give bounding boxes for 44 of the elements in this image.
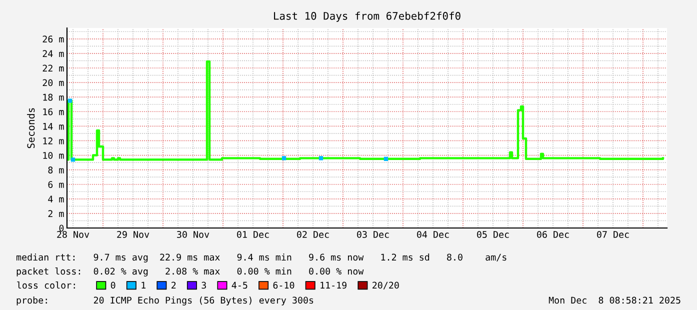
y-tick-label: 16 m (43, 108, 64, 116)
y-tick-label: 10 m (43, 152, 64, 159)
x-tick-label: 05 Dec (477, 230, 509, 238)
point (384, 156, 388, 161)
x-tick-label: 07 Dec (597, 230, 629, 238)
y-tick-label: 2 m (48, 210, 64, 217)
text: probe: 20 ICMP Echo Pings (56 Bytes) every 300s (16, 296, 314, 306)
y-tick-label: 18 m (43, 94, 64, 101)
x-tick-label: 29 Nov (117, 230, 150, 238)
y-tick-label: 22 m (42, 64, 64, 72)
x-tick-label: 06 Dec (537, 230, 569, 238)
x-tick-label: 03 Dec (357, 230, 389, 238)
text: median rtt: 9.7 ms avg 22.9 ms max 9.4 ms min 9.6 ms now 1.2 ms sd 8.0 am/s (16, 254, 506, 262)
y-tick-label: 20 m (42, 79, 64, 86)
y-tick-label: 26 m (42, 36, 64, 43)
legend-label: 1 (142, 282, 146, 289)
y-tick-label: 6 m (48, 181, 64, 188)
text: Mon Dec 8 08:58:21 2025 (548, 296, 680, 304)
legend-label: 6-10 (273, 282, 294, 289)
y-tick-label: 8 m (48, 166, 64, 174)
point (68, 98, 72, 103)
legend-title: loss color: (17, 282, 75, 289)
chart-title: Last 10 Days from 67ebebf2f0f0 (274, 12, 460, 22)
legend-label: 4-5 (232, 282, 248, 289)
y-tick-label: 24 m (42, 50, 64, 57)
x-tick-label: 30 Nov (177, 230, 210, 238)
x-tick-label: 01 Dec (237, 230, 269, 238)
point (282, 156, 286, 160)
y-tick-label: 12 m (43, 137, 64, 144)
y-tick-label: 4 m (48, 196, 64, 202)
legend-label: 2 (172, 282, 176, 289)
legend-label: 0 (110, 282, 116, 289)
x-tick-label: 28 Nov (57, 230, 90, 238)
point (318, 156, 324, 160)
point (70, 158, 76, 162)
legend-label: 11-19 (320, 282, 346, 289)
y-axis-title: Seconds (27, 108, 35, 148)
x-tick-label: 04 Dec (417, 230, 449, 238)
legend-label: 3 (202, 282, 206, 289)
legend-label: 20/20 (372, 282, 399, 290)
text: packet loss: 0.02 % avg 2.08 % max 0.00 % min 0.00 % now (16, 268, 364, 276)
y-tick-label: 14 m (43, 123, 64, 130)
y-tick-label: 0 (59, 224, 64, 232)
x-tick-label: 02 Dec (297, 230, 329, 238)
